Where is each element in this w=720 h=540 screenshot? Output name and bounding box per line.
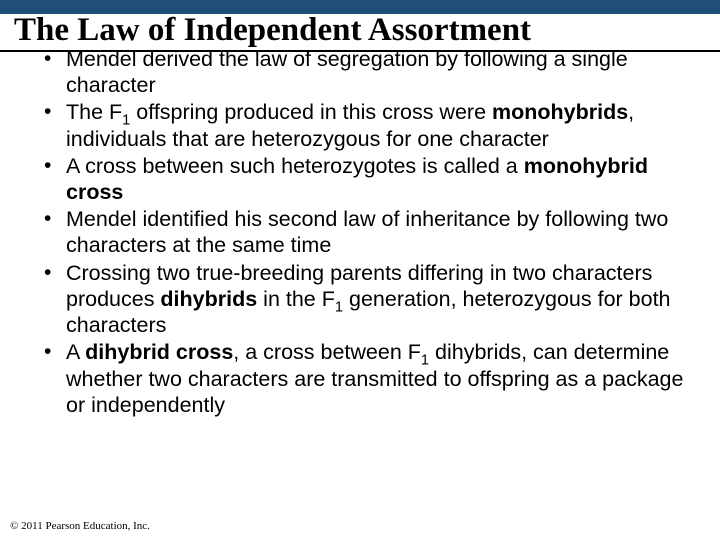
subscript: 1 — [335, 299, 343, 315]
bullet-text-mid: offspring produced in this cross were — [130, 100, 492, 124]
bullet-bold: monohybrids — [492, 100, 628, 124]
bullet-text-post: , a cross between F — [233, 340, 421, 364]
bullet-item: Mendel derived the law of segregation by… — [40, 46, 702, 98]
bullet-text: Mendel derived the law of segregation by… — [66, 47, 628, 97]
bullet-text-post: in the F — [257, 287, 335, 311]
copyright-footer: © 2011 Pearson Education, Inc. — [10, 520, 150, 532]
slide-body: Mendel derived the law of segregation by… — [0, 46, 720, 418]
bullet-text: Mendel identified his second law of inhe… — [66, 207, 668, 257]
bullet-item: Crossing two true-breeding parents diffe… — [40, 260, 702, 339]
bullet-text-pre: A — [66, 340, 85, 364]
bullet-text-pre: The F — [66, 100, 122, 124]
bullet-bold: dihybrid cross — [85, 340, 233, 364]
bullet-item: The F1 offspring produced in this cross … — [40, 99, 702, 151]
bullet-text-pre: A cross between such heterozygotes is ca… — [66, 154, 524, 178]
bullet-bold: dihybrids — [160, 287, 257, 311]
bullet-list: Mendel derived the law of segregation by… — [40, 46, 702, 418]
bullet-item: A dihybrid cross, a cross between F1 dih… — [40, 339, 702, 418]
bullet-item: Mendel identified his second law of inhe… — [40, 206, 702, 258]
bullet-item: A cross between such heterozygotes is ca… — [40, 153, 702, 205]
